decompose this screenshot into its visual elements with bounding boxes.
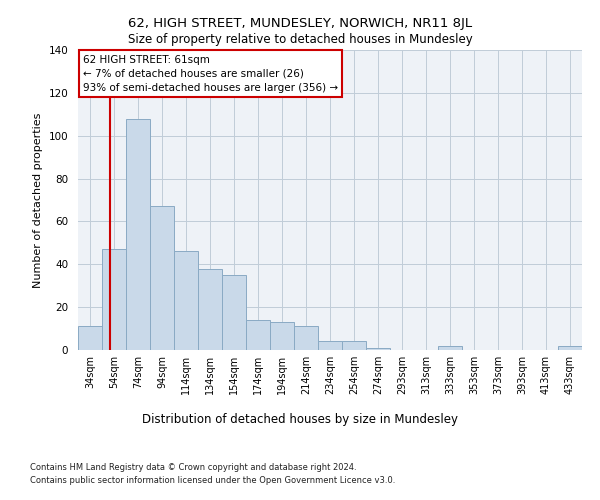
Bar xyxy=(342,342,366,350)
Bar xyxy=(150,206,174,350)
Bar xyxy=(558,346,582,350)
Bar xyxy=(270,322,294,350)
Bar xyxy=(222,275,246,350)
Bar xyxy=(438,346,462,350)
Y-axis label: Number of detached properties: Number of detached properties xyxy=(33,112,43,288)
Text: 62 HIGH STREET: 61sqm
← 7% of detached houses are smaller (26)
93% of semi-detac: 62 HIGH STREET: 61sqm ← 7% of detached h… xyxy=(83,54,338,92)
Bar xyxy=(78,326,102,350)
Bar xyxy=(246,320,270,350)
Text: Contains HM Land Registry data © Crown copyright and database right 2024.: Contains HM Land Registry data © Crown c… xyxy=(30,462,356,471)
Bar xyxy=(294,326,318,350)
Bar xyxy=(174,252,198,350)
Bar xyxy=(126,118,150,350)
Text: Size of property relative to detached houses in Mundesley: Size of property relative to detached ho… xyxy=(128,32,472,46)
Bar xyxy=(102,250,126,350)
Text: 62, HIGH STREET, MUNDESLEY, NORWICH, NR11 8JL: 62, HIGH STREET, MUNDESLEY, NORWICH, NR1… xyxy=(128,18,472,30)
Bar xyxy=(366,348,390,350)
Bar xyxy=(198,268,222,350)
Bar xyxy=(318,342,342,350)
Text: Distribution of detached houses by size in Mundesley: Distribution of detached houses by size … xyxy=(142,412,458,426)
Text: Contains public sector information licensed under the Open Government Licence v3: Contains public sector information licen… xyxy=(30,476,395,485)
